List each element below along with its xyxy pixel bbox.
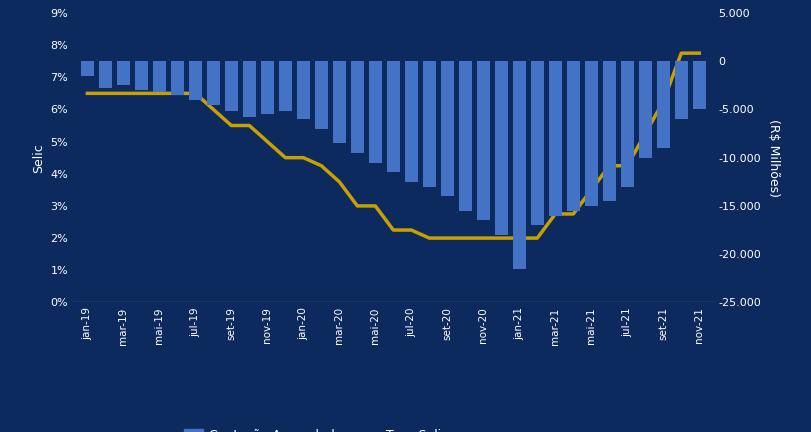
- Bar: [387, 61, 400, 172]
- Bar: [117, 61, 130, 86]
- Bar: [585, 61, 598, 206]
- Bar: [513, 61, 526, 269]
- Bar: [675, 61, 688, 119]
- Bar: [297, 61, 310, 119]
- Bar: [495, 61, 508, 235]
- Bar: [440, 61, 454, 196]
- Bar: [99, 61, 112, 88]
- Bar: [152, 61, 166, 92]
- Bar: [135, 61, 148, 90]
- Bar: [225, 61, 238, 111]
- Bar: [333, 61, 346, 143]
- Legend: Captação Acumulada, Taxa Selic: Captação Acumulada, Taxa Selic: [179, 424, 453, 432]
- Bar: [368, 61, 382, 162]
- Bar: [260, 61, 274, 114]
- Y-axis label: Selic: Selic: [32, 143, 45, 172]
- Bar: [548, 61, 562, 216]
- Bar: [279, 61, 292, 111]
- Bar: [530, 61, 544, 225]
- Bar: [620, 61, 634, 187]
- Bar: [80, 61, 94, 76]
- Bar: [693, 61, 706, 109]
- Bar: [315, 61, 328, 129]
- Bar: [603, 61, 616, 201]
- Bar: [638, 61, 652, 158]
- Bar: [405, 61, 418, 182]
- Bar: [207, 61, 220, 105]
- Bar: [350, 61, 364, 153]
- Y-axis label: (R$ Milhões): (R$ Milhões): [767, 119, 780, 197]
- Bar: [189, 61, 202, 100]
- Bar: [170, 61, 184, 95]
- Bar: [477, 61, 490, 220]
- Bar: [657, 61, 670, 148]
- Bar: [423, 61, 436, 187]
- Bar: [242, 61, 256, 117]
- Bar: [567, 61, 580, 211]
- Bar: [458, 61, 472, 211]
